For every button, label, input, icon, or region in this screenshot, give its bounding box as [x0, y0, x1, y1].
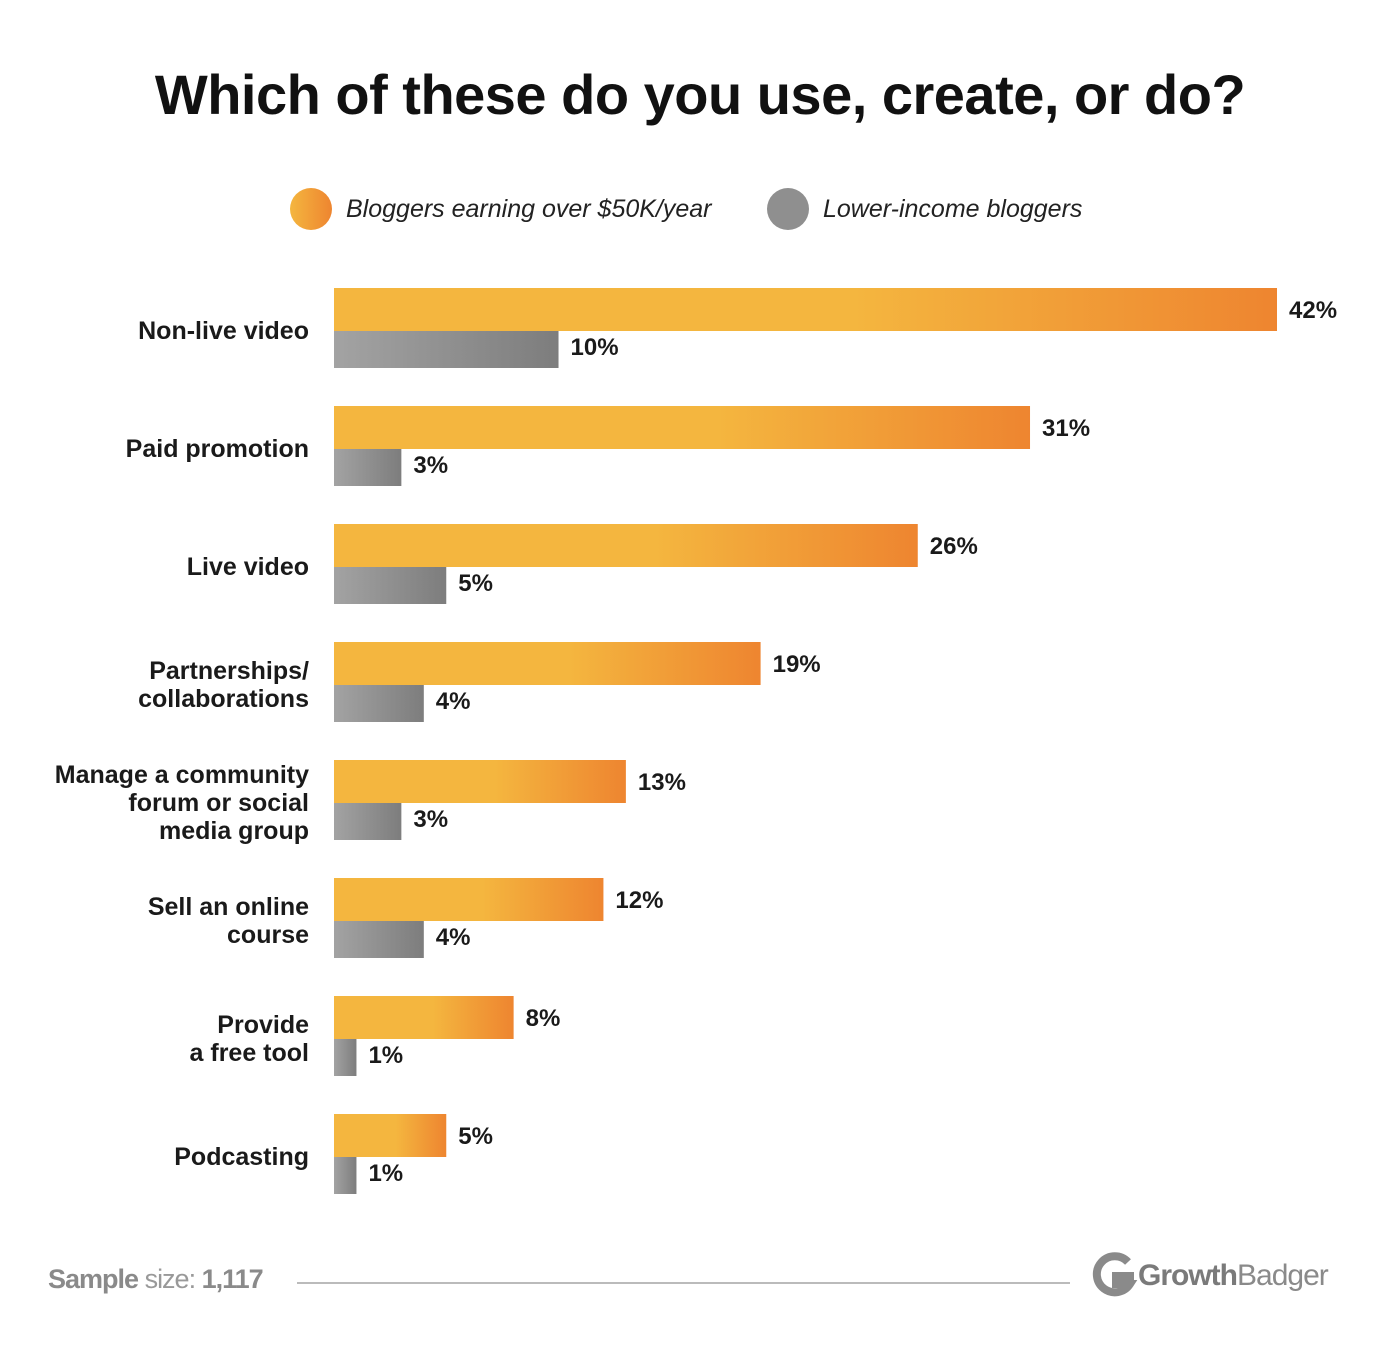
bar-lower-income: [334, 921, 424, 958]
data-label-high-income: 19%: [773, 651, 821, 678]
data-label-high-income: 8%: [526, 1005, 561, 1032]
data-label-high-income: 13%: [638, 769, 686, 796]
category-label: Partnerships/collaborations: [138, 657, 309, 713]
category-label: Non-live video: [138, 317, 309, 345]
bar-high-income: [334, 406, 1031, 449]
bar-lower-income: [334, 685, 424, 722]
brand-rest: Badger: [1237, 1259, 1329, 1292]
legend-item-lower-income: Lower-income bloggers: [767, 188, 1082, 230]
legend-swatch-gray: [767, 188, 809, 230]
data-label-lower-income: 1%: [368, 1160, 403, 1187]
bar-lower-income: [334, 331, 559, 368]
category-label: Live video: [187, 553, 309, 581]
bar-high-income: [334, 1114, 447, 1157]
bar-high-income: [334, 996, 514, 1039]
data-label-lower-income: 1%: [368, 1042, 403, 1069]
bar-lower-income: [334, 1157, 357, 1194]
legend-swatch-orange: [290, 188, 332, 230]
bar-high-income: [334, 642, 761, 685]
bar-high-income: [334, 878, 604, 921]
legend-item-high-income: Bloggers earning over $50K/year: [290, 188, 712, 230]
data-label-high-income: 31%: [1042, 415, 1090, 442]
category-label: Sell an online course: [148, 893, 309, 949]
bar-high-income: [334, 288, 1277, 331]
data-label-high-income: 42%: [1289, 297, 1337, 324]
brand-bold: Growth: [1138, 1259, 1238, 1292]
bar-chart: Non-live video 42% 10% Paid promotion 31% 3% L…: [55, 288, 1337, 1194]
bar-lower-income: [334, 449, 402, 486]
category-label: Provide a free tool: [190, 1011, 310, 1067]
data-label-lower-income: 4%: [436, 924, 471, 951]
bar-lower-income: [334, 803, 402, 840]
legend-label: Lower-income bloggers: [823, 194, 1083, 223]
growthbadger-logo: Growth Badger: [1090, 1252, 1329, 1300]
category-label: Podcasting: [174, 1143, 309, 1171]
data-label-high-income: 12%: [615, 887, 663, 914]
sample-size: Sample size: 1,117: [48, 1264, 264, 1295]
category-label: Manage a community forum or social media g…: [55, 761, 309, 845]
footer-divider: [297, 1282, 1070, 1284]
bar-high-income: [334, 760, 626, 803]
sample-value: 1,117: [201, 1264, 264, 1294]
chart-title: Which of these do you use, create, or do…: [154, 63, 1246, 126]
badger-icon: [1092, 1252, 1138, 1297]
data-label-high-income: 26%: [930, 533, 978, 560]
legend-label: Bloggers earning over $50K/year: [346, 194, 712, 223]
bar-lower-income: [334, 567, 447, 604]
data-label-lower-income: 4%: [436, 688, 471, 715]
bar-lower-income: [334, 1039, 357, 1076]
data-label-lower-income: 3%: [413, 452, 448, 479]
sample-suffix: size:: [144, 1264, 197, 1294]
data-label-lower-income: 10%: [571, 334, 619, 361]
category-label: Paid promotion: [126, 435, 309, 463]
sample-label: Sample: [48, 1264, 139, 1294]
data-label-lower-income: 5%: [458, 570, 493, 597]
data-label-high-income: 5%: [458, 1123, 493, 1150]
data-label-lower-income: 3%: [413, 806, 448, 833]
bar-high-income: [334, 524, 918, 567]
